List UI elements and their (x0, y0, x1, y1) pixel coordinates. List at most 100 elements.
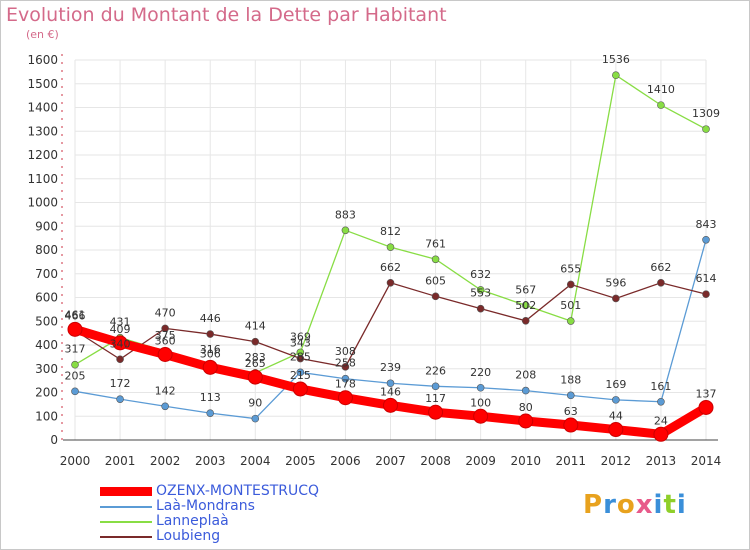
data-point (116, 395, 124, 403)
data-label: 316 (200, 343, 221, 356)
data-label: 90 (248, 397, 262, 410)
data-point (161, 324, 169, 333)
data-point (157, 347, 173, 362)
data-label: 461 (65, 309, 86, 322)
y-tick-label: 500 (35, 314, 58, 328)
data-point (431, 292, 440, 301)
data-point (341, 226, 350, 235)
data-point (386, 379, 395, 388)
data-point (431, 255, 440, 264)
data-point (702, 235, 710, 244)
data-label: 44 (609, 410, 623, 423)
data-point (67, 321, 83, 337)
proxiti-logo: Proxiti (583, 490, 687, 520)
data-label: 369 (290, 330, 311, 343)
x-tick-label: 2012 (601, 454, 632, 468)
data-label: 470 (155, 306, 176, 319)
data-label: 340 (110, 337, 131, 350)
data-point (653, 426, 669, 442)
data-label: 632 (470, 268, 491, 281)
data-label: 188 (560, 373, 581, 386)
y-tick-label: 1200 (27, 148, 58, 162)
data-point (251, 337, 260, 346)
y-tick-label: 900 (35, 219, 58, 233)
data-label: 1410 (647, 83, 675, 96)
logo-letter: P (583, 490, 604, 520)
data-label: 283 (245, 351, 266, 364)
data-label: 239 (380, 361, 401, 374)
data-point (702, 290, 710, 298)
data-point (428, 404, 444, 420)
data-point (337, 390, 353, 406)
y-tick-label: 1400 (27, 101, 58, 115)
x-tick-label: 2011 (556, 454, 587, 468)
x-tick-label: 2014 (691, 454, 722, 468)
data-point (521, 316, 530, 325)
legend-item: Lanneplaà (100, 514, 319, 529)
data-label: 306 (200, 347, 221, 360)
data-label: 172 (110, 377, 131, 390)
data-label: 317 (65, 343, 86, 356)
logo-letter: o (616, 490, 636, 520)
data-point (383, 397, 398, 413)
data-label: 431 (110, 316, 131, 329)
data-label: 812 (380, 225, 401, 238)
data-label: 761 (425, 237, 446, 250)
logo-letter: i (653, 490, 664, 520)
data-label: 146 (380, 385, 401, 398)
y-tick-label: 1600 (27, 53, 58, 67)
x-tick-label: 2005 (285, 454, 316, 468)
data-point (521, 301, 530, 310)
data-label: 605 (425, 274, 446, 287)
data-point (518, 413, 534, 429)
data-point (206, 409, 215, 417)
data-label: 80 (519, 401, 533, 414)
data-label: 178 (335, 378, 356, 391)
data-point (71, 387, 79, 396)
y-tick-label: 1300 (27, 124, 58, 138)
data-label: 1536 (602, 53, 630, 66)
logo-letter: x (635, 490, 654, 520)
legend-label: OZENX-MONTESTRUCQ (156, 483, 320, 499)
data-label: 226 (425, 364, 446, 377)
chart-legend: OZENX-MONTESTRUCQ Laà-Mondrans Lanneplaà Lo… (100, 484, 319, 544)
x-tick-label: 2000 (60, 454, 91, 468)
data-label: 117 (425, 392, 446, 405)
x-tick-label: 2008 (420, 454, 451, 468)
legend-swatch (100, 535, 152, 538)
data-label: 137 (696, 387, 717, 400)
y-tick-label: 800 (35, 243, 58, 257)
data-point (296, 368, 305, 377)
data-point (296, 354, 305, 363)
data-point (247, 369, 263, 385)
data-label: 1309 (692, 107, 720, 120)
data-label: 414 (245, 320, 266, 333)
x-tick-label: 2006 (330, 454, 361, 468)
data-point (702, 125, 710, 133)
data-point (386, 243, 395, 251)
data-point (386, 278, 395, 287)
data-label: 375 (155, 329, 176, 342)
legend-swatch (100, 487, 152, 496)
data-label: 502 (515, 299, 536, 312)
y-tick-label: 1000 (27, 196, 58, 210)
data-label: 215 (290, 369, 311, 382)
data-label: 466 (65, 309, 86, 322)
data-point (476, 383, 485, 392)
legend-item: Laà-Mondrans (100, 499, 319, 514)
y-tick-label: 700 (35, 267, 58, 281)
data-label: 662 (380, 261, 401, 274)
data-point (476, 304, 485, 313)
data-label: 142 (155, 384, 176, 397)
chart-unit-label: (en €) (26, 28, 59, 41)
x-tick-label: 2009 (465, 454, 496, 468)
data-label: 208 (515, 369, 536, 382)
data-label: 567 (515, 283, 536, 296)
data-point (612, 396, 620, 404)
data-point (202, 359, 218, 375)
legend-label: Lanneplaà (156, 513, 229, 529)
data-point (341, 363, 350, 371)
data-point (566, 317, 575, 325)
x-tick-label: 2013 (646, 454, 677, 468)
data-label: 883 (335, 208, 356, 221)
